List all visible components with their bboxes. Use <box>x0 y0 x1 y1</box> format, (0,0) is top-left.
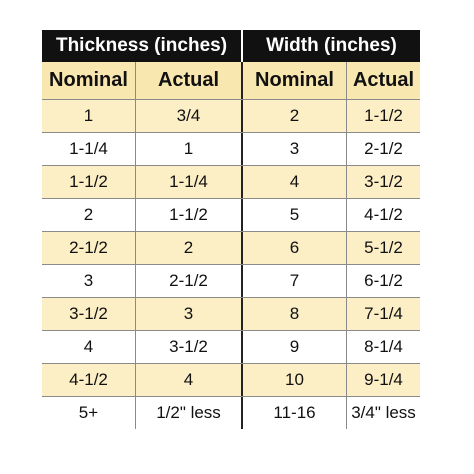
thickness-nominal-cell: 3-1/2 <box>42 298 136 330</box>
width-actual-cell: 4-1/2 <box>364 205 403 224</box>
table-row: 2 1-1/2 5 4-1/2 <box>42 198 420 231</box>
width-actual-header: Actual <box>352 69 415 91</box>
width-group-header: Width (inches) <box>266 35 397 56</box>
table-row: 4-1/2 4 10 9-1/4 <box>42 363 420 396</box>
thickness-group-header: Thickness (inches) <box>42 30 243 62</box>
thickness-actual-cell: 1/2" less <box>136 397 243 429</box>
width-nominal-cell: 3 <box>243 133 347 165</box>
thickness-actual-cell: 1-1/4 <box>136 166 243 198</box>
width-actual-cell: 6-1/2 <box>364 271 403 290</box>
thickness-actual-cell: 3-1/2 <box>136 331 243 363</box>
width-actual-cell: 3-1/2 <box>364 172 403 191</box>
width-actual-cell: 2-1/2 <box>364 139 403 158</box>
thickness-actual-cell: 4 <box>136 364 243 396</box>
width-nominal-cell: 4 <box>243 166 347 198</box>
thickness-nominal-cell: 1-1/2 <box>42 166 136 198</box>
thickness-nominal-cell: 4 <box>42 331 136 363</box>
width-nominal-cell: 9 <box>243 331 347 363</box>
thickness-nominal-cell: 2 <box>42 199 136 231</box>
column-header-row: Nominal Actual Nominal Actual <box>42 62 420 99</box>
width-nominal-header: Nominal <box>243 62 347 99</box>
thickness-nominal-cell: 3 <box>42 265 136 297</box>
width-nominal-cell: 11-16 <box>243 397 347 429</box>
width-nominal-cell: 2 <box>243 100 347 132</box>
thickness-nominal-cell: 4-1/2 <box>42 364 136 396</box>
width-actual-cell: 5-1/2 <box>364 238 403 257</box>
table-row: 5+ 1/2" less 11-16 3/4" less <box>42 396 420 429</box>
table-row: 1-1/2 1-1/4 4 3-1/2 <box>42 165 420 198</box>
table-row: 1-1/4 1 3 2-1/2 <box>42 132 420 165</box>
width-actual-cell: 1-1/2 <box>364 106 403 125</box>
lumber-size-table: Thickness (inches) Width (inches) Nomina… <box>42 30 420 429</box>
table-row: 2-1/2 2 6 5-1/2 <box>42 231 420 264</box>
thickness-nominal-cell: 1 <box>42 100 136 132</box>
width-actual-cell: 7-1/4 <box>364 304 403 323</box>
width-actual-cell: 9-1/4 <box>364 370 403 389</box>
thickness-nominal-cell: 5+ <box>42 397 136 429</box>
thickness-actual-cell: 2 <box>136 232 243 264</box>
thickness-actual-cell: 1-1/2 <box>136 199 243 231</box>
width-nominal-cell: 5 <box>243 199 347 231</box>
thickness-actual-cell: 1 <box>136 133 243 165</box>
width-nominal-cell: 6 <box>243 232 347 264</box>
thickness-actual-cell: 3/4 <box>136 100 243 132</box>
thickness-nominal-cell: 1-1/4 <box>42 133 136 165</box>
width-actual-cell: 8-1/4 <box>364 337 403 356</box>
thickness-nominal-cell: 2-1/2 <box>42 232 136 264</box>
thickness-nominal-header: Nominal <box>42 62 136 99</box>
table-row: 3-1/2 3 8 7-1/4 <box>42 297 420 330</box>
width-nominal-cell: 7 <box>243 265 347 297</box>
table-row: 4 3-1/2 9 8-1/4 <box>42 330 420 363</box>
table-row: 3 2-1/2 7 6-1/2 <box>42 264 420 297</box>
thickness-actual-header: Actual <box>136 62 243 99</box>
table-row: 1 3/4 2 1-1/2 <box>42 99 420 132</box>
thickness-actual-cell: 2-1/2 <box>136 265 243 297</box>
width-actual-cell: 3/4" less <box>351 403 416 422</box>
width-nominal-cell: 10 <box>243 364 347 396</box>
group-header-row: Thickness (inches) Width (inches) <box>42 30 420 62</box>
thickness-actual-cell: 3 <box>136 298 243 330</box>
width-nominal-cell: 8 <box>243 298 347 330</box>
